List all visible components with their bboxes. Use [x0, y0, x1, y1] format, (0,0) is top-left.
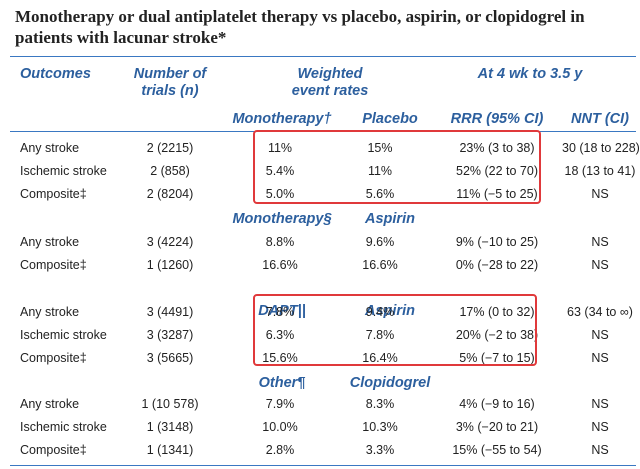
header-trials-line2: trials (n) — [141, 83, 199, 99]
cell-control: 9.6% — [365, 235, 395, 249]
cell-outcome: Any stroke — [20, 235, 80, 249]
cell-treatment: 5.4% — [265, 164, 295, 178]
cell-nnt: NS — [591, 351, 609, 365]
cell-outcome: Ischemic stroke — [20, 420, 107, 434]
cell-rrr: 5% (−7 to 15) — [459, 351, 535, 365]
cell-outcome: Any stroke — [20, 397, 80, 411]
cell-rrr: 15% (−55 to 54) — [452, 443, 542, 457]
cell-trials: 2 (2215) — [146, 141, 194, 155]
header-trials-line1: Number of — [133, 66, 207, 82]
cell-treatment: 6.3% — [265, 328, 295, 342]
cell-trials: 1 (1341) — [146, 443, 194, 457]
cell-nnt: 18 (13 to 41) — [564, 164, 636, 178]
group-treatment-label: Other¶ — [258, 375, 306, 391]
cell-control: 16.6% — [362, 258, 398, 272]
header-treatment: Monotherapy† — [232, 111, 332, 127]
cell-control: 5.6% — [365, 187, 395, 201]
cell-control: 8.3% — [365, 397, 395, 411]
cell-treatment: 16.6% — [262, 258, 298, 272]
cell-rrr: 20% (−2 to 38) — [455, 328, 539, 342]
cell-trials: 3 (5665) — [146, 351, 194, 365]
cell-control: 16.4% — [362, 351, 398, 365]
cell-control: 10.3% — [362, 420, 398, 434]
cell-treatment: 10.0% — [262, 420, 298, 434]
header-rates-line1: Weighted — [297, 66, 363, 82]
cell-treatment: 5.0% — [265, 187, 295, 201]
cell-trials: 3 (4224) — [146, 235, 194, 249]
cell-control: 15% — [367, 141, 393, 155]
cell-nnt: NS — [591, 235, 609, 249]
cell-treatment: 7.9% — [265, 397, 295, 411]
header-outcomes: Outcomes — [20, 66, 91, 82]
bottom-rule — [10, 465, 636, 466]
header-trials: Number of trials (n) — [120, 66, 220, 100]
cell-control: 11% — [367, 164, 393, 178]
cell-nnt: 63 (34 to ∞) — [567, 305, 633, 319]
cell-trials: 3 (4491) — [146, 305, 194, 319]
cell-nnt: NS — [591, 258, 609, 272]
cell-control: 7.8% — [365, 328, 395, 342]
header-rates-line2: event rates — [291, 83, 369, 99]
cell-outcome: Ischemic stroke — [20, 164, 107, 178]
group-control-label: Aspirin — [365, 303, 415, 319]
cell-trials: 2 (8204) — [146, 187, 194, 201]
cell-outcome: Composite‡ — [20, 258, 87, 272]
group-control-label: Aspirin — [365, 211, 415, 227]
highlight-box-placebo — [253, 130, 541, 204]
cell-nnt: NS — [591, 187, 609, 201]
cell-nnt: NS — [591, 420, 609, 434]
cell-rrr: 52% (22 to 70) — [456, 164, 538, 178]
group-control-label: Clopidogrel — [349, 375, 431, 391]
cell-rrr: 3% (−20 to 21) — [455, 420, 539, 434]
cell-outcome: Ischemic stroke — [20, 328, 107, 342]
cell-outcome: Any stroke — [20, 141, 80, 155]
group-treatment-label: Monotherapy§ — [232, 211, 332, 227]
cell-treatment: 7.8% — [265, 305, 295, 319]
cell-nnt: NS — [591, 397, 609, 411]
cell-nnt: NS — [591, 443, 609, 457]
header-rrr: RRR (95% CI) — [450, 111, 544, 127]
cell-treatment: 2.8% — [265, 443, 295, 457]
cell-outcome: Any stroke — [20, 305, 80, 319]
cell-control: 9.4% — [365, 305, 395, 319]
cell-nnt: 30 (18 to 228) — [562, 141, 640, 155]
cell-rrr: 9% (−10 to 25) — [455, 235, 539, 249]
cell-trials: 1 (10 578) — [141, 397, 199, 411]
cell-trials: 3 (3287) — [146, 328, 194, 342]
cell-trials: 1 (1260) — [146, 258, 194, 272]
cell-rrr: 17% (0 to 32) — [459, 305, 535, 319]
cell-outcome: Composite‡ — [20, 187, 87, 201]
highlight-box-dapt — [253, 294, 537, 366]
cell-rrr: 0% (−28 to 22) — [455, 258, 539, 272]
cell-outcome: Composite‡ — [20, 351, 87, 365]
cell-trials: 2 (858) — [150, 164, 190, 178]
cell-treatment: 8.8% — [265, 235, 295, 249]
cell-treatment: 15.6% — [262, 351, 298, 365]
top-rule — [10, 56, 636, 57]
group-treatment-label: DAPT|| — [258, 303, 306, 319]
cell-rrr: 23% (3 to 38) — [459, 141, 535, 155]
cell-rrr: 4% (−9 to 16) — [459, 397, 535, 411]
header-period: At 4 wk to 3.5 y — [477, 66, 583, 82]
cell-trials: 1 (3148) — [146, 420, 194, 434]
table-title: Monotherapy or dual antiplatelet therapy… — [15, 7, 585, 47]
header-nnt: NNT (CI) — [571, 111, 629, 127]
cell-rrr: 11% (−5 to 25) — [456, 187, 538, 201]
header-control: Placebo — [362, 111, 418, 127]
cell-nnt: NS — [591, 328, 609, 342]
header-rates: Weighted event rates — [260, 66, 400, 100]
cell-treatment: 11% — [267, 141, 293, 155]
cell-control: 3.3% — [365, 443, 395, 457]
cell-outcome: Composite‡ — [20, 443, 87, 457]
